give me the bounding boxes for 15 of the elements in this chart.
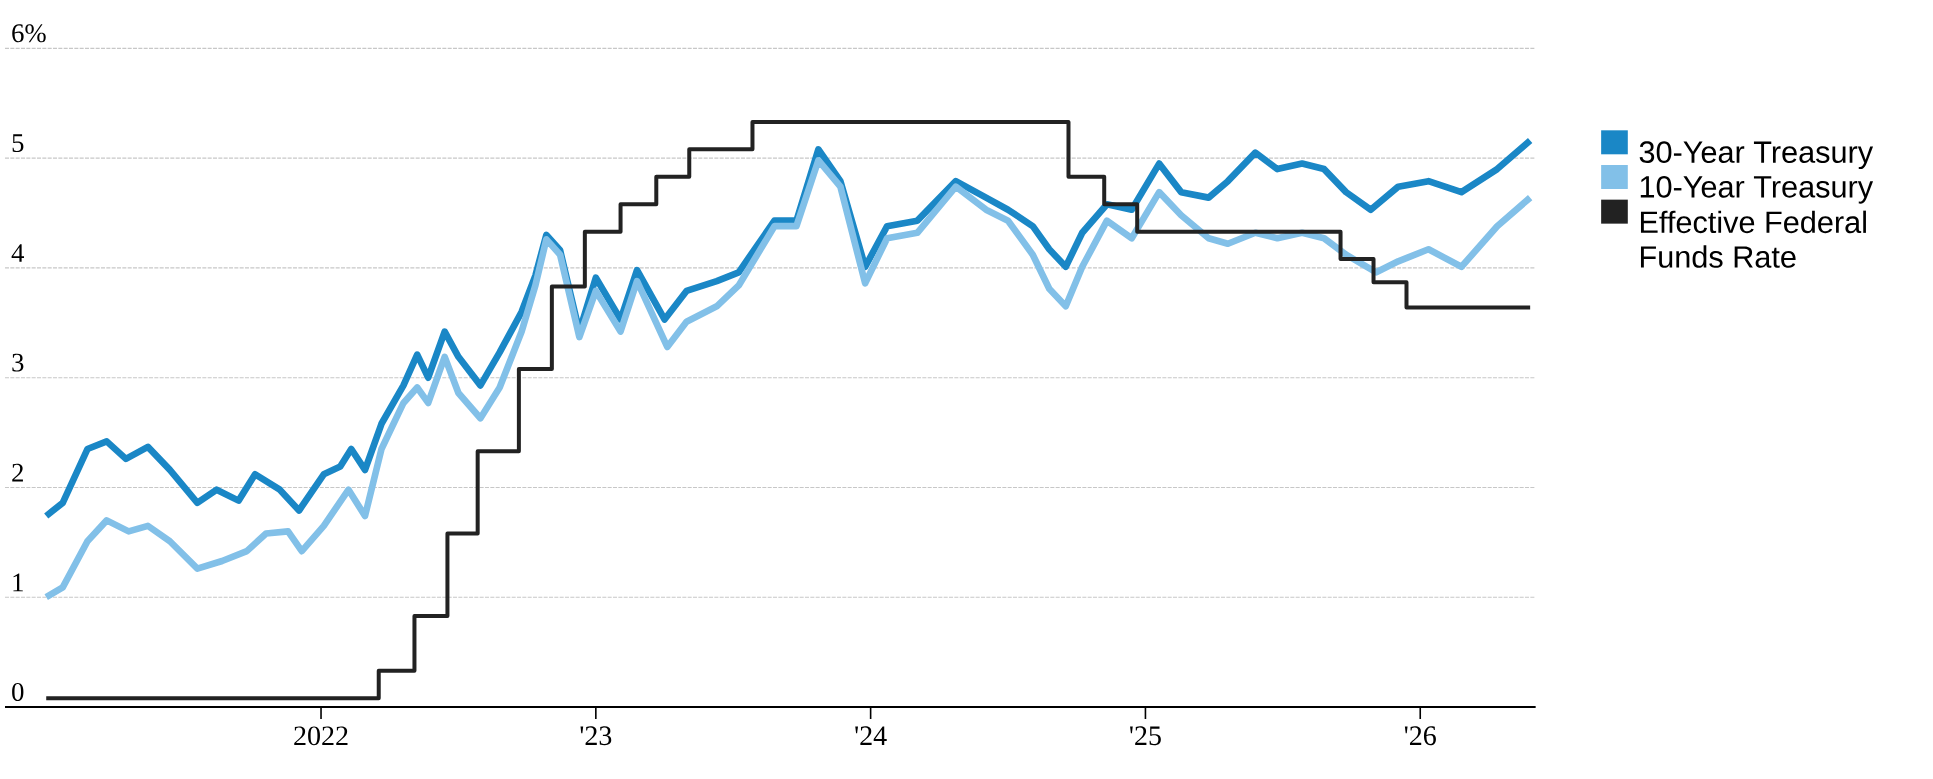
y-tick-label: 2	[12, 463, 23, 482]
x-tick-label: '25	[1130, 726, 1161, 746]
y-tick-label: 1	[13, 573, 23, 592]
x-tick-label: '23	[580, 726, 612, 746]
legend-label: Effective Federal Funds Rate	[1640, 210, 1866, 268]
legend-label: 10-Year Treasury	[1640, 175, 1874, 204]
x-tick-label: 2022	[294, 726, 348, 746]
y-tick-label: 0	[12, 682, 24, 701]
x-tick-label: '24	[855, 726, 887, 745]
x-tick-label: '26	[1404, 726, 1436, 746]
y-tick-label: 5	[12, 134, 24, 153]
y-tick-label: 3	[12, 353, 24, 372]
legend-label: 30-Year Treasury	[1639, 141, 1874, 170]
y-tick-label: 4	[11, 244, 25, 262]
y-tick-label: 6%	[12, 24, 46, 43]
